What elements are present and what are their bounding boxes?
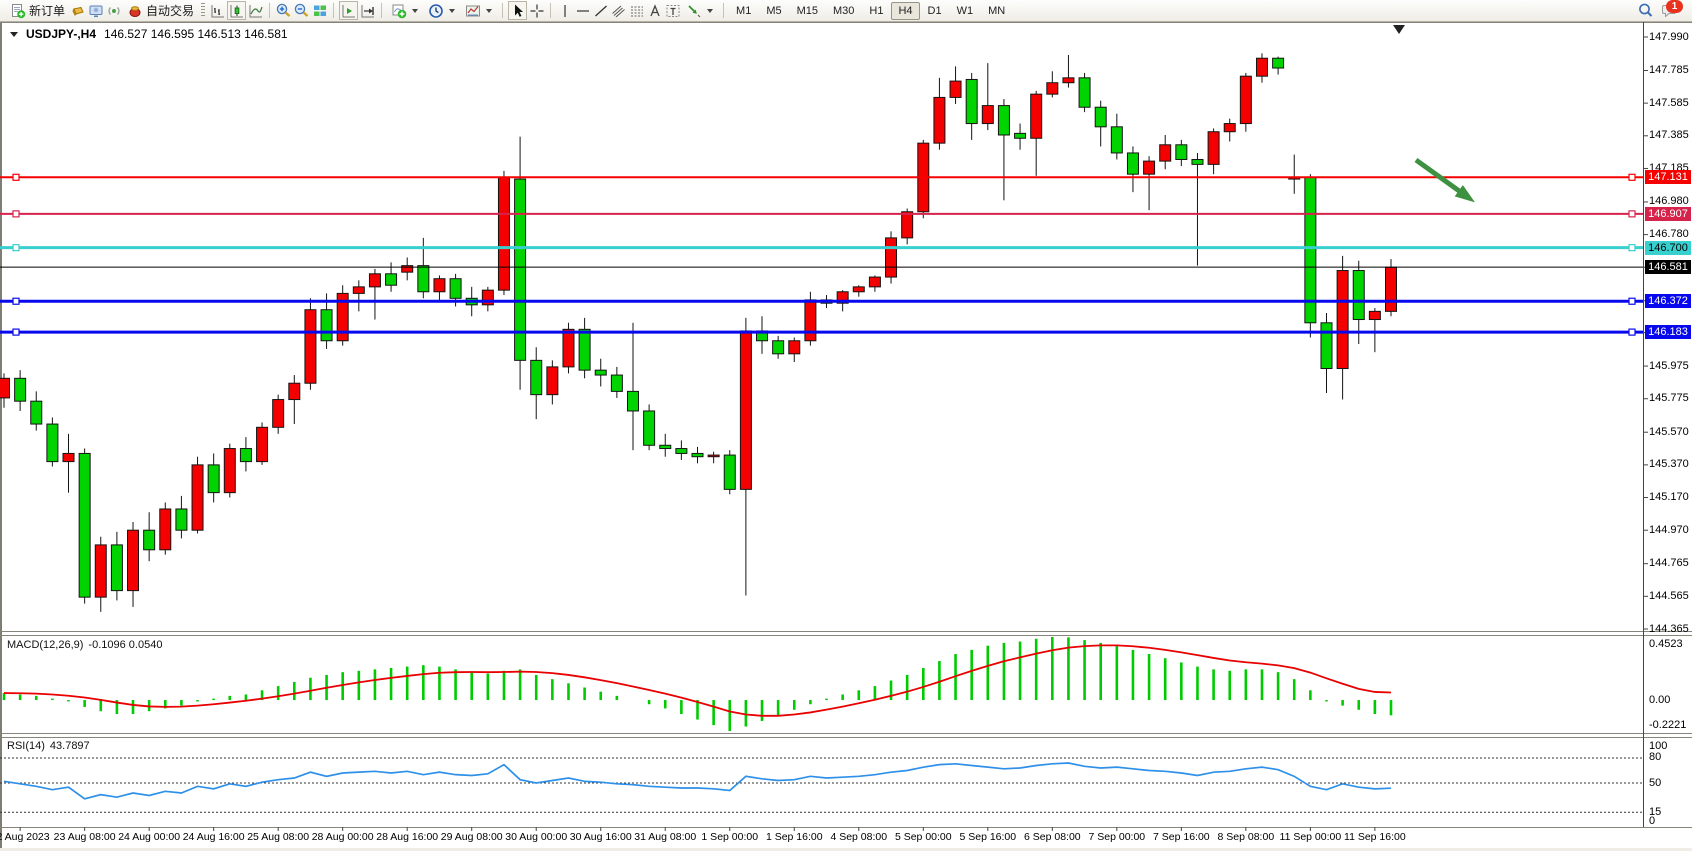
equidistant-channel-button[interactable] [610, 2, 627, 19]
tab-timeframe-h1[interactable]: H1 [869, 4, 884, 17]
tab-timeframe-mn[interactable]: MN [988, 4, 1006, 17]
dropdown-caret-icon [449, 8, 456, 13]
tab-timeframe-m15[interactable]: M15 [796, 4, 818, 17]
chat-button[interactable]: 1 [1661, 0, 1683, 19]
window-bottom-strip [0, 848, 1692, 851]
text-label-button[interactable] [664, 2, 681, 19]
clock-icon [427, 2, 444, 19]
template-icon [464, 2, 481, 19]
toolbar-grip[interactable] [201, 3, 206, 18]
main-toolbar: 新订单 自动交易 [0, 0, 1692, 22]
zoom-in-button[interactable] [275, 2, 292, 19]
toolbar-separator [550, 3, 552, 18]
down-arrow-annotation [1414, 157, 1476, 203]
crosshair-button[interactable] [528, 2, 545, 19]
period-button[interactable] [424, 1, 460, 21]
add-indicator-button[interactable] [387, 1, 423, 21]
new-order-label: 新订单 [29, 4, 66, 18]
tab-timeframe-m1[interactable]: M1 [736, 4, 752, 17]
rsi-line [3, 762, 1392, 800]
tile-windows-button[interactable] [311, 2, 328, 19]
horizontal-line-button[interactable] [574, 2, 591, 19]
arrows-shapes-icon [685, 2, 702, 19]
tab-timeframe-m30[interactable]: M30 [833, 4, 855, 17]
notification-badge: 1 [1666, 0, 1683, 13]
bar-chart-button[interactable] [209, 2, 226, 19]
tab-timeframe-m5[interactable]: M5 [766, 4, 782, 17]
trendline-button[interactable] [592, 2, 609, 19]
gold-ingot-icon[interactable] [69, 2, 86, 19]
horizontal-level-lines [0, 173, 1643, 336]
zoom-out-button[interactable] [293, 2, 310, 19]
terminal-icon[interactable] [87, 2, 104, 19]
new-order-icon [9, 2, 26, 19]
auto-trading-icon [126, 2, 143, 19]
search-icon[interactable] [1637, 2, 1654, 19]
line-chart-button[interactable] [247, 2, 264, 19]
dropdown-caret-icon [486, 8, 493, 13]
signals-icon[interactable] [105, 2, 122, 19]
text-button[interactable] [646, 2, 663, 19]
template-button[interactable] [461, 1, 497, 21]
rsi-pane [0, 757, 1643, 813]
toolbar-separator [381, 3, 383, 18]
toolbar-separator [333, 3, 335, 18]
tab-timeframe-h4[interactable]: H4 [891, 1, 920, 20]
tab-timeframe-d1[interactable]: D1 [927, 4, 942, 17]
candlestick-series [0, 53, 1397, 612]
toolbar-separator [502, 3, 504, 18]
chart-shift-button[interactable] [339, 1, 359, 20]
dropdown-caret-icon [707, 8, 714, 13]
chart-window[interactable] [0, 22, 1692, 851]
toolbar-separator [723, 3, 725, 18]
add-indicator-icon [390, 2, 407, 19]
scroll-position-marker [1393, 25, 1405, 34]
macd-signal-line [3, 644, 1392, 717]
macd-pane [2, 637, 1393, 731]
chart-autoscroll-button[interactable] [359, 2, 376, 19]
new-order-button[interactable]: 新订单 [6, 1, 68, 21]
auto-trading-label: 自动交易 [146, 4, 195, 18]
candlestick-chart-button[interactable] [227, 1, 247, 20]
cursor-button[interactable] [508, 1, 528, 20]
shapes-button[interactable] [682, 1, 718, 21]
toolbar-separator [269, 3, 271, 18]
auto-trading-button[interactable]: 自动交易 [123, 1, 197, 21]
dropdown-caret-icon [412, 8, 419, 13]
tab-timeframe-w1[interactable]: W1 [956, 4, 974, 17]
vertical-line-button[interactable] [556, 2, 573, 19]
